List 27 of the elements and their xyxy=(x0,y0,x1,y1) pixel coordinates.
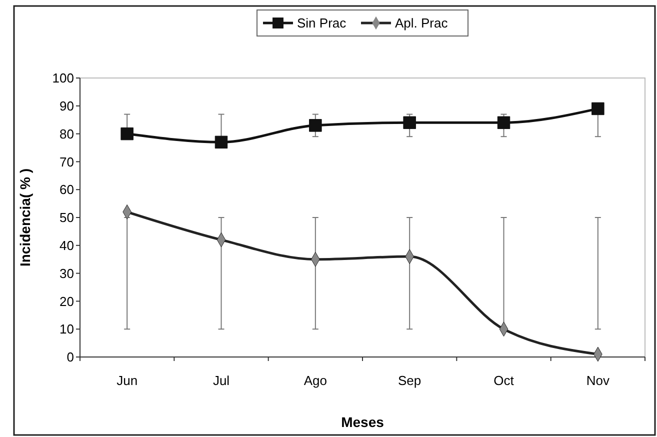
y-tick-label: 90 xyxy=(60,98,74,114)
point xyxy=(214,136,228,149)
point xyxy=(592,102,604,116)
y-tick-label: 40 xyxy=(60,238,74,253)
point xyxy=(120,127,134,140)
y-tick-label: 10 xyxy=(60,322,74,337)
y-tick-label: 80 xyxy=(60,126,74,142)
x-tick-label: Nov xyxy=(586,373,610,388)
y-tick-label: 50 xyxy=(60,210,74,226)
point xyxy=(497,116,510,130)
x-tick-label: Jun xyxy=(116,373,138,388)
point xyxy=(309,119,322,132)
x-tick-label: Sep xyxy=(398,373,422,388)
y-tick-label: 30 xyxy=(60,266,74,281)
y-axis-title: Incidencia( % ) xyxy=(17,168,33,267)
legend-label: Sin Prac xyxy=(297,16,347,31)
y-tick-label: 20 xyxy=(60,294,74,309)
y-tick-label: 0 xyxy=(66,350,74,365)
x-tick-label: Jul xyxy=(212,373,230,388)
y-tick-label: 100 xyxy=(52,70,74,86)
legend-label: Apl. Prac xyxy=(395,16,448,31)
point xyxy=(403,116,416,130)
x-axis-title: Meses xyxy=(341,414,384,430)
y-tick-label: 70 xyxy=(60,154,74,170)
x-tick-label: Oct xyxy=(494,373,514,388)
y-tick-label: 60 xyxy=(60,182,74,198)
x-tick-label: Ago xyxy=(304,373,327,388)
